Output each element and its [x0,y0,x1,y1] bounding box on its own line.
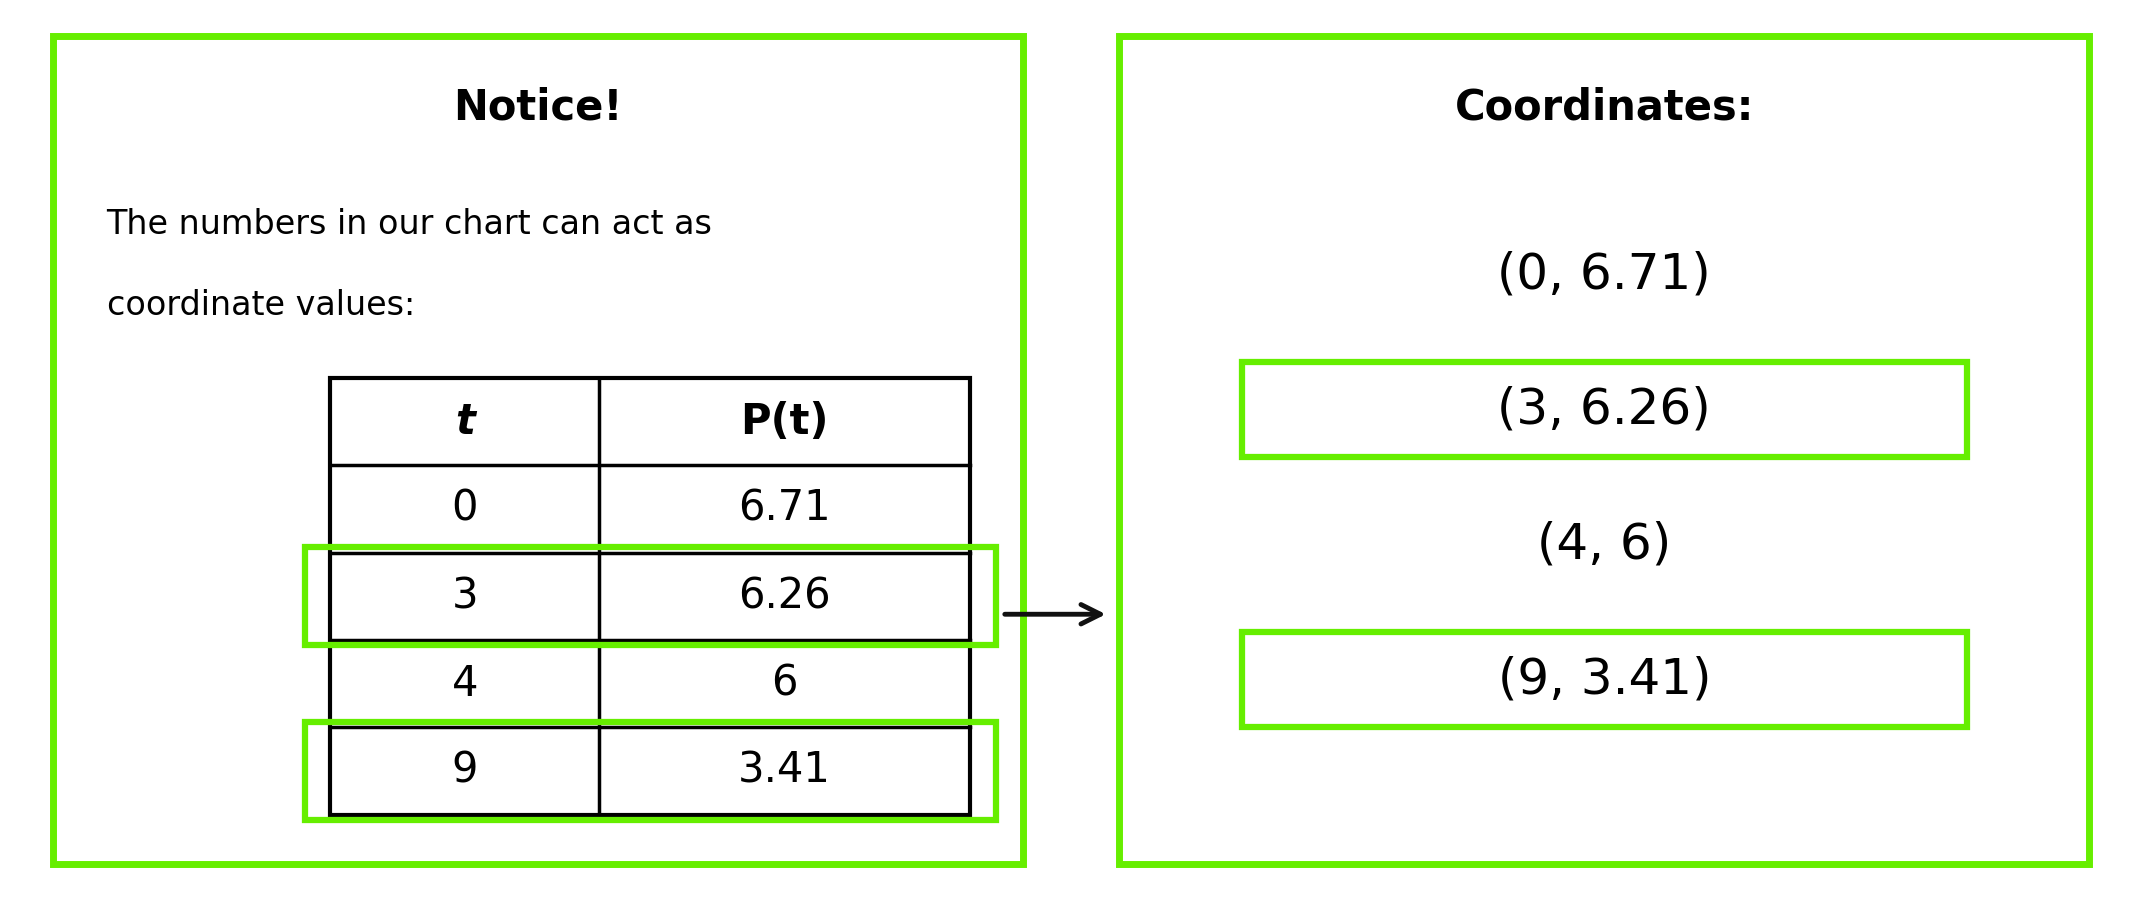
Text: P(t): P(t) [740,400,829,443]
Text: 3.41: 3.41 [738,750,831,792]
Bar [1241,362,1968,456]
Text: The numbers in our chart can act as: The numbers in our chart can act as [107,209,712,241]
Text: (9, 3.41): (9, 3.41) [1497,655,1712,704]
Text: Coordinates:: Coordinates: [1454,87,1755,129]
Text: 9: 9 [452,750,478,792]
Text: coordinate values:: coordinate values: [107,290,416,322]
Bar [305,722,996,820]
Text: 4: 4 [452,662,478,705]
Text: (4, 6): (4, 6) [1537,520,1671,569]
Text: 0: 0 [452,488,478,530]
Bar [1119,36,2089,864]
Text: 6.71: 6.71 [738,488,831,530]
Text: 6: 6 [772,662,797,705]
Text: 3: 3 [452,575,478,617]
Bar [330,378,970,814]
Text: (0, 6.71): (0, 6.71) [1497,250,1712,299]
Bar [1241,632,1968,726]
Text: Notice!: Notice! [454,87,623,129]
Text: t: t [454,400,475,443]
Text: (3, 6.26): (3, 6.26) [1497,385,1712,434]
Text: 6.26: 6.26 [738,575,831,617]
Bar [53,36,1023,864]
Bar [305,547,996,645]
